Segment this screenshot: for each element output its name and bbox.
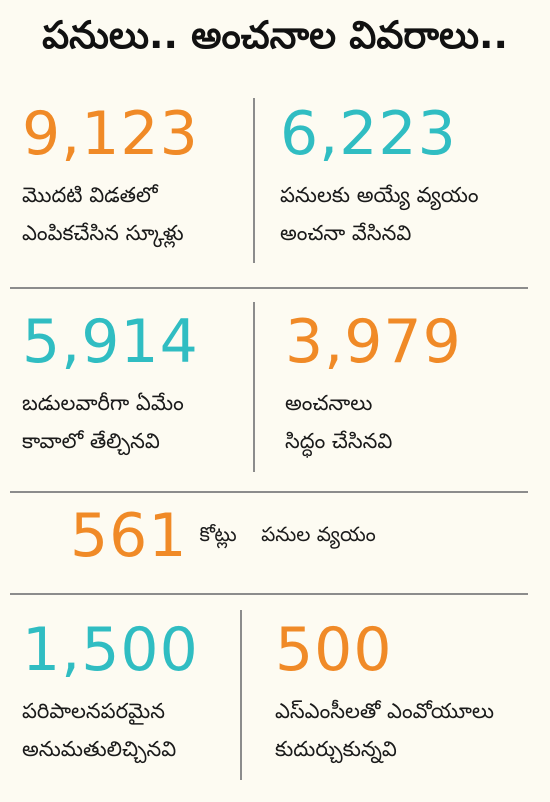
stat-caption: పరిపాలనపరమైన అనుమతులిచ్చినవి xyxy=(22,692,199,768)
stat-caption: అంచనాలు సిద్ధం చేసినవి xyxy=(285,384,462,460)
stat-estimates-ready: 3,979 అంచనాలు సిద్ధం చేసినవి xyxy=(285,312,462,460)
stat-caption: కోట్లు పనుల వ్యయం xyxy=(200,522,394,551)
caption-line: అనుమతులిచ్చినవి xyxy=(22,737,177,761)
stat-admin-approvals: 1,500 పరిపాలనపరమైన అనుమతులిచ్చినవి xyxy=(22,620,199,768)
row-divider xyxy=(10,491,528,493)
stat-needs-determined: 5,914 బడులవారీగా ఏమేం కావాలో తేల్చినవి xyxy=(22,312,199,460)
stat-caption: పనులకు అయ్యే వ్యయం అంచనా వేసినవి xyxy=(280,176,479,252)
unit-label: కోట్లు xyxy=(199,521,237,546)
stat-mou-signed: 500 ఎస్‌ఎంసీలతో ఎంవోయూలు కుదుర్చుకున్నవి xyxy=(275,620,494,768)
column-divider xyxy=(240,610,242,780)
row-divider xyxy=(10,593,528,595)
stat-caption: మొదటి విడతలో ఎంపికచేసిన స్కూళ్లు xyxy=(22,176,199,252)
stat-total-cost: 561 కోట్లు పనుల వ్యయం xyxy=(70,506,394,566)
column-divider xyxy=(253,98,255,263)
stat-caption: ఎస్‌ఎంసీలతో ఎంవోయూలు కుదుర్చుకున్నవి xyxy=(275,692,494,768)
caption-line: కావాలో తేల్చినవి xyxy=(22,429,160,453)
caption-line: పనులకు అయ్యే వ్యయం xyxy=(280,183,479,207)
caption-line: అంచనాలు xyxy=(285,391,373,415)
stat-schools-selected: 9,123 మొదటి విడతలో ఎంపికచేసిన స్కూళ్లు xyxy=(22,104,199,252)
caption-line: సిద్ధం చేసినవి xyxy=(285,429,393,453)
caption-line: మొదటి విడతలో xyxy=(22,183,158,207)
stat-value: 6,223 xyxy=(280,99,457,169)
caption-line: ఎంపికచేసిన స్కూళ్లు xyxy=(22,221,184,245)
stat-caption: బడులవారీగా ఏమేం కావాలో తేల్చినవి xyxy=(22,384,199,460)
caption-line: పరిపాలనపరమైన xyxy=(22,699,166,723)
stat-cost-estimated: 6,223 పనులకు అయ్యే వ్యయం అంచనా వేసినవి xyxy=(280,104,479,252)
stat-value: 3,979 xyxy=(285,307,462,377)
stat-value: 561 xyxy=(70,501,188,571)
row-divider xyxy=(10,287,528,289)
stat-value: 5,914 xyxy=(22,307,199,377)
caption-line: పనుల వ్యయం xyxy=(261,521,376,546)
caption-line: అంచనా వేసినవి xyxy=(280,221,412,245)
stat-value: 500 xyxy=(275,615,393,685)
caption-line: కుదుర్చుకున్నవి xyxy=(275,737,397,761)
column-divider xyxy=(253,302,255,472)
caption-line: ఎస్‌ఎంసీలతో ఎంవోయూలు xyxy=(275,699,495,723)
stat-value: 9,123 xyxy=(22,99,199,169)
page-title: పనులు.. అంచనాల వివరాలు.. xyxy=(42,13,508,57)
stat-value: 1,500 xyxy=(22,615,199,685)
caption-line: బడులవారీగా ఏమేం xyxy=(22,391,184,415)
